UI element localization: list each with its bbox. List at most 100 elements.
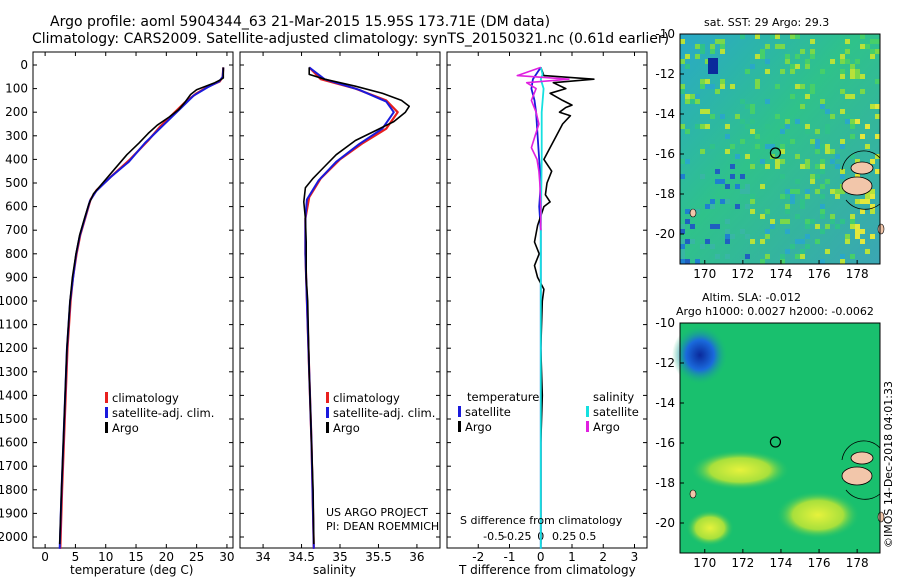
x-tick-label: -2 — [472, 550, 484, 564]
sst-pixel — [820, 104, 825, 109]
sst-pixel — [835, 154, 840, 159]
depth-tick-label: 1700 — [0, 459, 28, 473]
sst-pixel — [715, 179, 720, 184]
sst-pixel — [710, 244, 715, 249]
legend-label-climatology: climatology — [333, 391, 400, 405]
sst-pixel — [835, 224, 840, 229]
sst-pixel — [820, 259, 825, 264]
sla-map — [672, 322, 885, 554]
series-line-t-argo — [533, 67, 595, 545]
temperature-panel-frame — [32, 51, 234, 549]
legend-label-s-satellite: satellite — [593, 405, 639, 419]
sst-pixel — [820, 194, 825, 199]
difference-legend: temperature satellite Argo salinity sate… — [458, 390, 639, 434]
sst-pixel — [730, 174, 735, 179]
sst-pixel — [735, 184, 740, 189]
sst-pixel — [780, 69, 785, 74]
sst-pixel — [695, 54, 700, 59]
sst-pixel — [740, 139, 745, 144]
sst-pixel — [845, 239, 850, 244]
sst-pixel — [750, 199, 755, 204]
legend-label-s-argo: Argo — [593, 420, 620, 434]
lat-tick-label: -20 — [655, 227, 675, 241]
sst-pixel — [840, 189, 845, 194]
sst-pixel — [730, 84, 735, 89]
sst-pixel — [710, 44, 715, 49]
x-tick-label: 34 — [255, 550, 270, 564]
sst-pixel — [840, 254, 845, 259]
sst-pixel — [685, 259, 690, 264]
sst-pixel — [865, 124, 870, 129]
legend-label-argo: Argo — [112, 421, 139, 435]
sst-pixel — [815, 174, 820, 179]
sst-pixel — [725, 254, 730, 259]
sla-map-title-1: Altim. SLA: -0.012 — [702, 291, 801, 304]
x-tick-label: 30 — [219, 550, 234, 564]
sst-pixel — [680, 59, 685, 64]
sst-pixel — [765, 164, 770, 169]
sst-pixel — [825, 149, 830, 154]
sst-pixel — [785, 219, 790, 224]
sst-pixel — [765, 44, 770, 49]
sst-pixel — [765, 254, 770, 259]
lat-tick-label: -10 — [655, 27, 675, 41]
sst-pixel — [785, 249, 790, 254]
island — [689, 489, 697, 499]
legend-swatch-climatology — [105, 392, 108, 403]
lon-tick-label: 172 — [731, 556, 754, 570]
sst-pixel — [860, 209, 865, 214]
s-tick-label: 0.25 — [552, 530, 577, 543]
temperature-plot: 0 5 10 15 20 25 30 — [41, 52, 235, 564]
sst-pixel — [805, 234, 810, 239]
lat-tick-label: -16 — [655, 147, 675, 161]
sst-pixel — [820, 184, 825, 189]
sst-pixel — [685, 54, 690, 59]
sst-pixel — [835, 189, 840, 194]
sst-pixel — [685, 219, 690, 224]
sst-pixel — [830, 59, 835, 64]
sst-pixel — [755, 54, 760, 59]
sst-pixel — [815, 224, 820, 229]
sst-pixel — [720, 49, 725, 54]
pi-credit: PI: DEAN ROEMMICH — [326, 520, 439, 533]
sst-pixel — [815, 139, 820, 144]
sst-pixel — [870, 234, 875, 239]
sst-pixel — [860, 89, 865, 94]
sst-pixel — [840, 219, 845, 224]
sst-pixel — [825, 179, 830, 184]
sst-pixel — [780, 254, 785, 259]
sst-pixel — [840, 54, 845, 59]
sst-pixel — [815, 164, 820, 169]
sst-pixel — [830, 149, 835, 154]
s-tick-label: -0.25 — [503, 530, 531, 543]
sst-pixel — [700, 44, 705, 49]
sla-map-frame — [679, 322, 881, 554]
sst-pixel — [875, 114, 880, 119]
sst-map — [679, 33, 885, 265]
sst-pixel — [750, 64, 755, 69]
sst-pixel — [860, 239, 865, 244]
project-credit: US ARGO PROJECT — [326, 506, 428, 519]
depth-tick-label: 1900 — [0, 506, 28, 520]
sst-pixel — [790, 244, 795, 249]
sst-pixel — [845, 59, 850, 64]
legend-swatch-s-satellite — [586, 406, 589, 417]
reef-contours — [841, 440, 881, 500]
sst-pixel — [705, 84, 710, 89]
sst-pixel — [800, 199, 805, 204]
float-position-marker — [769, 147, 782, 159]
sst-pixel — [775, 34, 780, 39]
lon-tick-label: 178 — [846, 556, 869, 570]
lat-tick-label: -20 — [655, 516, 675, 530]
sst-pixel — [695, 259, 700, 264]
sst-pixel — [800, 84, 805, 89]
sst-pixel — [875, 49, 880, 54]
depth-tick-label: 300 — [5, 129, 28, 143]
sst-pixel — [725, 239, 730, 244]
sst-pixel — [815, 189, 820, 194]
legend-label-satellite: satellite-adj. clim. — [112, 406, 214, 420]
sst-pixel — [690, 239, 695, 244]
sst-pixel — [685, 94, 690, 99]
depth-tick-label: 400 — [5, 152, 28, 166]
sst-pixel — [680, 39, 685, 44]
